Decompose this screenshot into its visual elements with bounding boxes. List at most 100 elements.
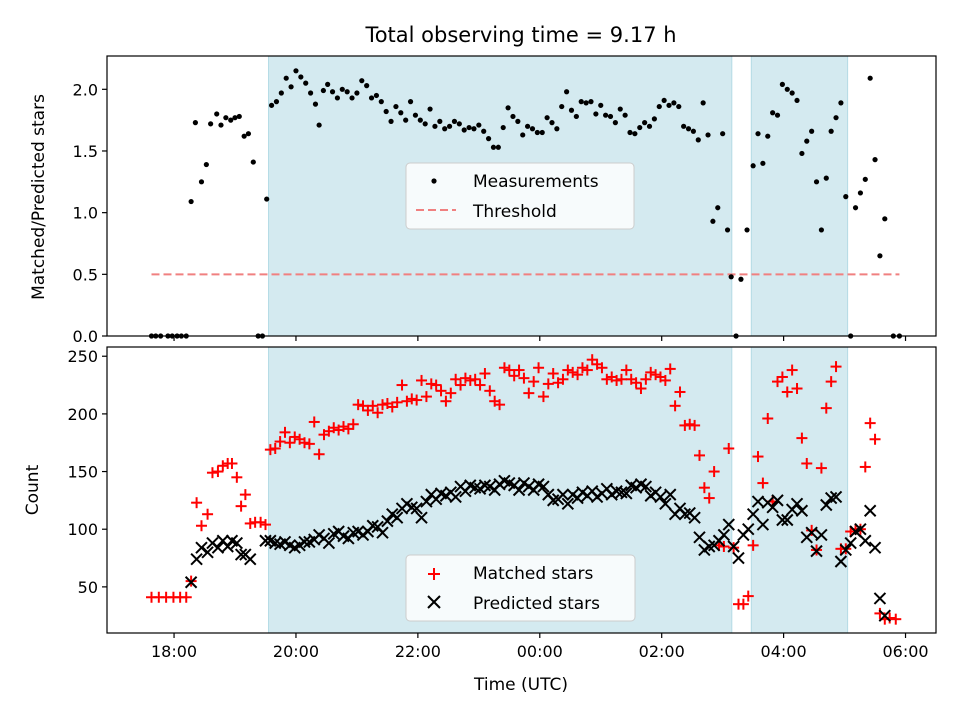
matched-point — [226, 457, 238, 469]
predicted-point — [790, 497, 804, 511]
matched-point — [430, 379, 442, 391]
x-axis-label: Time (UTC) — [473, 675, 568, 695]
measurement-point — [349, 95, 355, 101]
matched-point — [742, 590, 754, 602]
predicted-point — [854, 523, 867, 536]
matched-point — [567, 366, 579, 378]
predicted-point — [771, 494, 784, 507]
matched-point — [615, 373, 627, 385]
measurement-point — [774, 112, 781, 118]
matched-point — [206, 467, 218, 479]
matched-point — [581, 364, 593, 376]
predicted-point — [795, 504, 809, 517]
top-plot-frame — [106, 55, 937, 337]
measurement-point — [232, 115, 238, 121]
matched-point — [601, 373, 613, 385]
measurement-point — [278, 90, 284, 96]
measurement-point — [412, 112, 419, 118]
measurement-point — [500, 124, 506, 131]
predicted-point — [244, 552, 257, 566]
measurement-point — [520, 132, 526, 138]
y-tick-label: 150 — [67, 463, 98, 482]
predicted-point — [537, 480, 550, 493]
measurement-point — [490, 144, 497, 150]
matched-point — [820, 402, 832, 414]
matched-point — [202, 508, 214, 520]
predicted-point — [727, 540, 740, 553]
measurement-point — [642, 120, 648, 126]
matched-point — [298, 437, 310, 449]
measurement-point — [583, 100, 589, 106]
chart-title: Total observing time = 9.17 h — [364, 23, 676, 47]
matched-point — [455, 379, 467, 391]
matched-point — [503, 364, 515, 376]
matched-point — [669, 400, 681, 412]
matched-point — [195, 520, 207, 532]
measurement-point — [298, 74, 304, 80]
measurement-point — [690, 128, 696, 134]
measurement-point — [437, 118, 443, 124]
predicted-point — [688, 511, 701, 524]
x-tick-label: 02:00 — [639, 642, 685, 661]
measurement-point — [198, 179, 205, 185]
measurement-point — [529, 126, 536, 132]
x-tick-label: 04:00 — [761, 642, 807, 661]
matched-point — [664, 363, 676, 375]
matched-point — [289, 431, 301, 443]
bottom-x-axis: 18:00 20:00 22:00 00:00 02:00 04:00 06:00 — [151, 633, 929, 661]
measurement-point — [617, 106, 623, 112]
matched-point — [264, 444, 276, 456]
measurement-point — [809, 128, 815, 134]
y-tick-label: 2.0 — [73, 80, 98, 99]
matched-point — [679, 419, 691, 431]
measurement-point — [325, 81, 331, 87]
predicted-point — [381, 514, 394, 528]
matched-point — [650, 369, 662, 381]
measurement-point — [203, 161, 209, 168]
matched-point — [801, 457, 813, 469]
matched-point — [737, 598, 749, 610]
measurement-point — [481, 128, 487, 134]
top-legend: Measurements Threshold — [405, 162, 635, 230]
bottom-y-axis: 50 100 150 200 250 — [67, 347, 107, 597]
matched-point — [212, 466, 224, 478]
matched-point — [890, 613, 902, 625]
matched-point — [781, 386, 793, 398]
measurement-point — [656, 103, 662, 110]
measurement-point — [750, 163, 756, 169]
measurement-point — [373, 92, 380, 99]
measurement-point — [779, 81, 785, 87]
measurement-point — [495, 144, 501, 150]
predicted-point — [693, 531, 706, 544]
measurement-point — [564, 89, 570, 95]
measurement-point — [368, 95, 375, 101]
measurement-point — [784, 86, 790, 92]
measurement-point — [857, 190, 864, 196]
measurement-point — [818, 227, 825, 233]
matched-point — [645, 366, 657, 378]
x-tick-label: 22:00 — [395, 642, 441, 661]
measurement-point — [813, 179, 820, 185]
matched-point — [620, 364, 632, 376]
measurement-point — [388, 118, 394, 124]
measurement-point — [612, 120, 618, 126]
predicted-point — [420, 495, 433, 508]
measurement-point — [685, 126, 692, 132]
matched-point — [231, 471, 243, 483]
matched-point — [684, 418, 696, 430]
measurement-point — [364, 83, 370, 89]
matched-point — [284, 437, 296, 449]
measurement-point — [833, 115, 839, 121]
matched-point — [440, 395, 452, 407]
measurement-point — [245, 131, 252, 137]
y-tick-label: 50 — [78, 578, 98, 597]
predicted-point — [410, 502, 423, 515]
predicted-point — [878, 609, 892, 622]
matched-point — [474, 379, 486, 391]
y-tick-label: 0.0 — [73, 327, 98, 346]
legend-predicted-marker — [427, 595, 441, 609]
measurement-point — [607, 113, 614, 120]
matched-point — [484, 385, 496, 397]
measurement-point — [316, 122, 322, 128]
matched-point — [255, 516, 267, 528]
